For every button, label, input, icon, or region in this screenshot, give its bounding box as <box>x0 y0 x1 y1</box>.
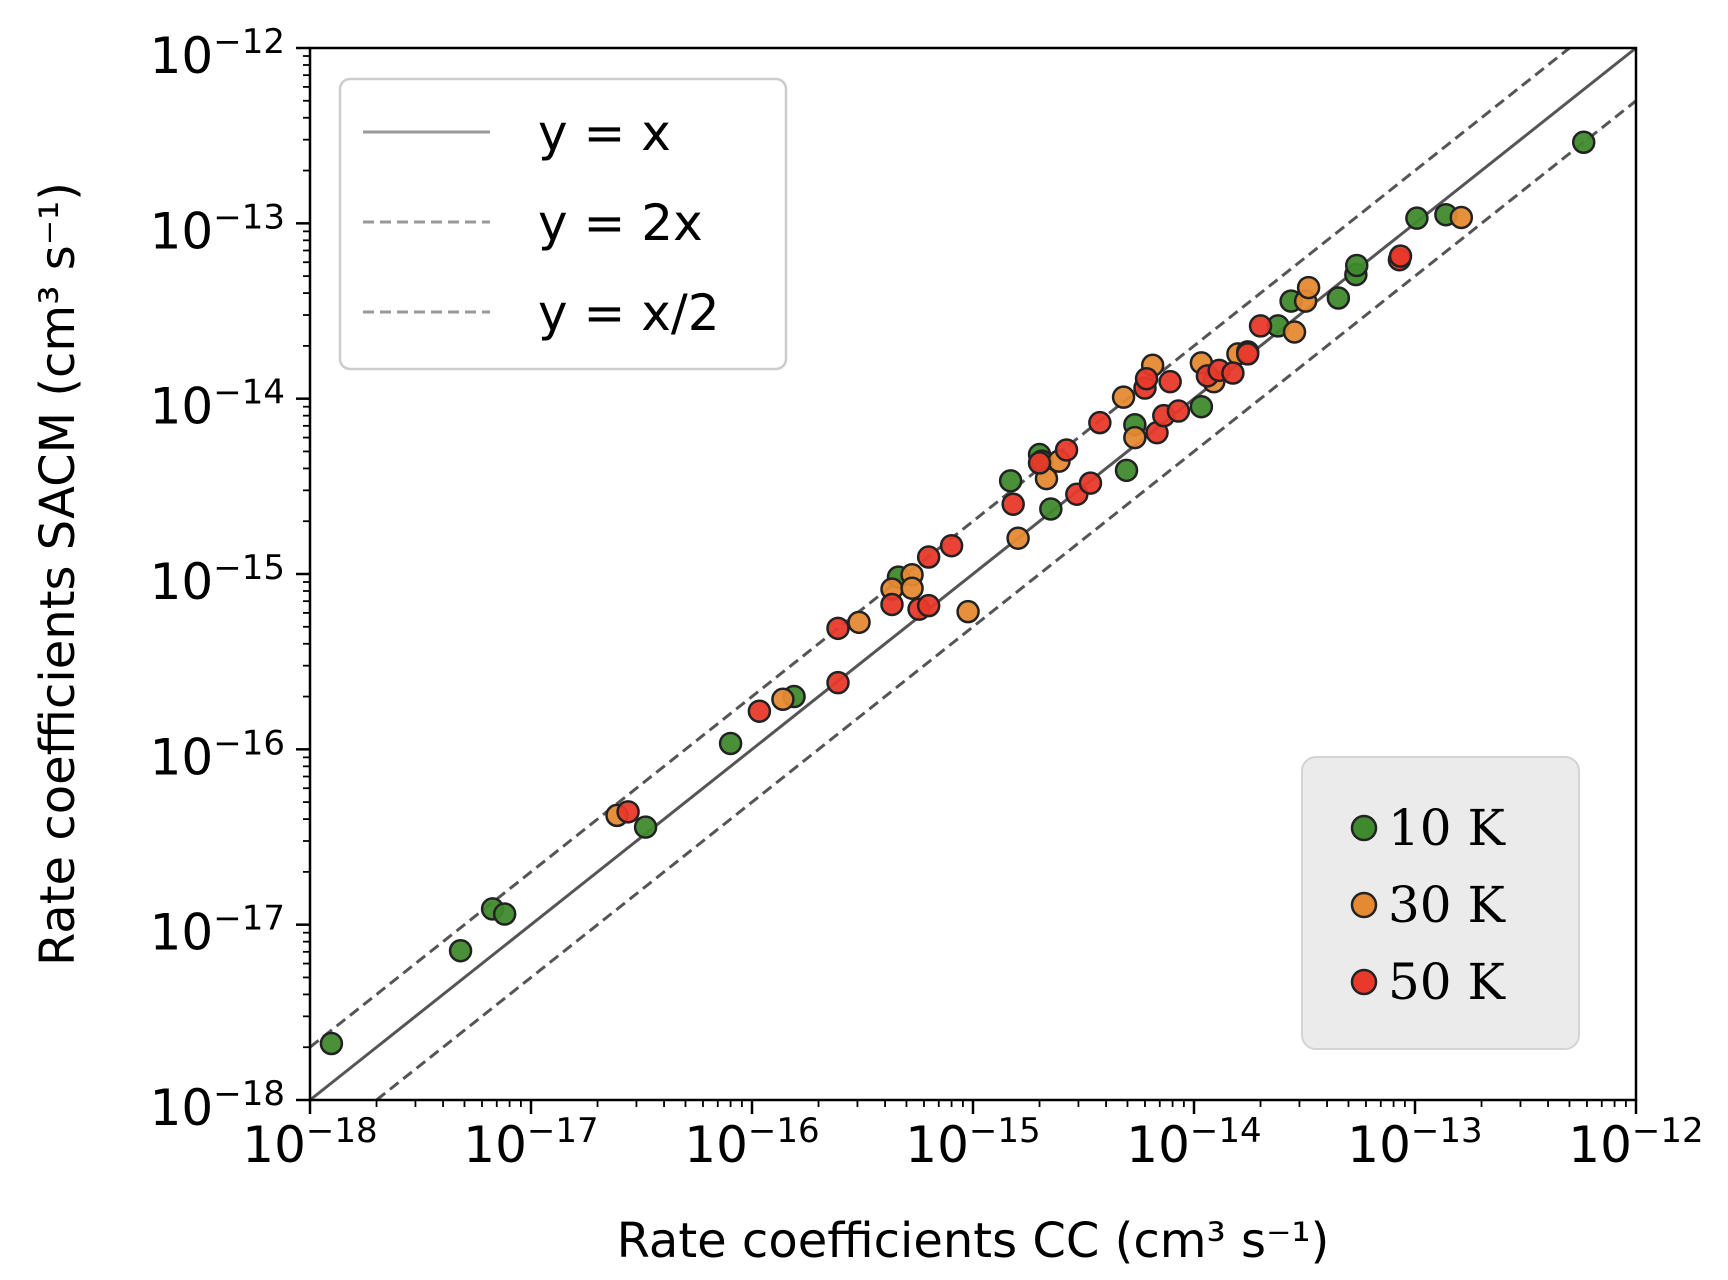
legend-series-marker <box>1350 968 1378 996</box>
y-tick-label: 10−13 <box>150 197 285 260</box>
legend-line-label: y = x <box>538 104 671 162</box>
data-point-series-0 <box>1571 130 1596 155</box>
data-point-series-2 <box>916 593 941 618</box>
data-point-series-2 <box>1134 366 1159 391</box>
data-point-series-2 <box>1166 399 1191 423</box>
data-point-series-1 <box>1123 425 1147 450</box>
legend-series-label: 50 K <box>1388 953 1507 1011</box>
legend-line-label: y = 2x <box>538 194 703 252</box>
data-point-series-0 <box>633 815 658 839</box>
y-tick-label: 10−14 <box>150 373 285 436</box>
data-point-series-2 <box>1388 244 1413 268</box>
data-point-series-2 <box>1158 369 1182 394</box>
line-legend: y = x y = 2x y = x/2 <box>338 77 788 371</box>
ref-line-2 <box>374 99 1636 1100</box>
data-point-series-0 <box>998 469 1023 493</box>
data-point-series-0 <box>1344 253 1369 278</box>
data-point-series-2 <box>616 800 640 824</box>
legend-series-label: 10 K <box>1388 799 1507 857</box>
x-tick-label: 10−16 <box>684 1111 819 1174</box>
ref-line-1 <box>310 48 1572 1049</box>
y-tick-label: 10−12 <box>150 22 285 85</box>
data-point-series-0 <box>319 1031 344 1056</box>
legend-series-marker <box>1350 891 1378 919</box>
data-point-series-0 <box>1326 286 1351 310</box>
legend-line-label: y = x/2 <box>538 284 720 342</box>
y-axis-title: Rate coefficients SACM (cm³ s⁻¹) <box>30 182 86 966</box>
data-point-series-0 <box>1039 497 1063 521</box>
y-tick-label: 10−15 <box>150 548 285 611</box>
y-tick-label: 10−17 <box>150 899 285 962</box>
x-tick-label: 10−15 <box>905 1111 1040 1174</box>
data-point-series-2 <box>747 699 772 723</box>
data-point-series-0 <box>1189 394 1214 419</box>
data-point-series-2 <box>939 533 964 558</box>
x-tick-label: 10−18 <box>242 1111 377 1174</box>
data-points <box>319 130 1596 1056</box>
data-point-series-2 <box>1027 451 1052 475</box>
x-tick-label: 10−17 <box>463 1111 598 1174</box>
line-legend-frame <box>338 77 788 371</box>
x-axis-title: Rate coefficients CC (cm³ s⁻¹) <box>617 1213 1330 1269</box>
data-point-series-2 <box>826 616 850 641</box>
legend-series-marker <box>1350 814 1378 842</box>
data-point-series-1 <box>1449 205 1474 230</box>
data-point-series-2 <box>880 592 904 617</box>
axis-ticks <box>296 46 1638 1114</box>
y-tick-label: 10−16 <box>150 723 285 786</box>
x-tick-label: 10−14 <box>1126 1111 1261 1174</box>
data-point-series-0 <box>1114 458 1139 483</box>
data-point-series-2 <box>826 670 850 695</box>
data-point-series-2 <box>916 545 941 569</box>
data-point-series-1 <box>1111 385 1136 409</box>
data-point-series-1 <box>1006 526 1030 550</box>
legend-series-label: 30 K <box>1388 876 1507 934</box>
data-point-series-1 <box>771 687 795 712</box>
y-tick-label: 10−18 <box>150 1074 285 1137</box>
data-point-series-0 <box>492 902 517 926</box>
data-point-series-2 <box>1001 492 1025 516</box>
data-point-series-2 <box>1088 410 1112 435</box>
data-point-series-0 <box>1405 206 1429 230</box>
data-point-series-1 <box>1296 275 1321 300</box>
data-point-series-0 <box>448 938 473 963</box>
data-point-series-1 <box>1282 320 1307 344</box>
data-point-series-2 <box>1221 361 1245 385</box>
data-point-series-0 <box>718 731 743 756</box>
data-point-series-2 <box>1248 314 1273 338</box>
data-point-series-1 <box>847 610 871 635</box>
tick-labels: 10−18 10−17 10−16 10−15 10−14 10−13 10−12 10−18… <box>150 22 1704 1174</box>
data-point-series-2 <box>1078 471 1103 495</box>
x-tick-label: 10−12 <box>1568 1111 1703 1174</box>
x-tick-label: 10−13 <box>1347 1111 1482 1174</box>
data-point-series-1 <box>956 599 980 624</box>
data-point-series-2 <box>1235 342 1260 366</box>
data-point-series-1 <box>900 576 924 600</box>
data-point-series-2 <box>1054 438 1079 462</box>
series-legend: 10 K 30 K 50 K <box>1301 756 1580 1050</box>
